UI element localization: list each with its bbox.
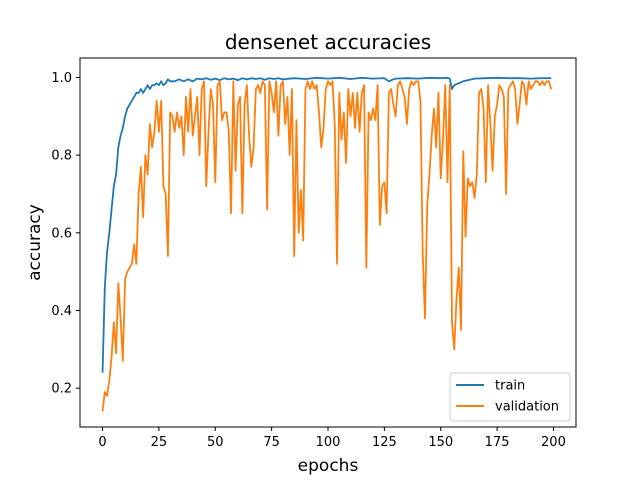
plot-area: [80, 58, 576, 427]
x-tick-label: 100: [316, 435, 341, 450]
y-tick-label: 0.2: [51, 382, 72, 397]
y-axis-ticks: 0.2 0.4 0.6 0.8 1.0: [51, 71, 80, 397]
x-tick-label: 150: [428, 435, 453, 450]
x-tick-label: 175: [485, 435, 510, 450]
chart-title: densenet accuracies: [225, 30, 431, 54]
legend-validation-label: validation: [495, 400, 559, 415]
x-tick-label: 125: [372, 435, 397, 450]
legend: train validation: [449, 372, 571, 422]
series-line-train: [101, 76, 552, 373]
x-axis-ticks: 0 25 50 75 100 125 150 175 200: [98, 427, 566, 450]
x-axis-label: epochs: [298, 456, 359, 476]
series-line-validation: [101, 80, 553, 412]
y-tick-label: 0.6: [51, 226, 72, 241]
x-tick-label: 0: [98, 435, 106, 450]
x-tick-label: 200: [541, 435, 566, 450]
x-tick-label: 50: [207, 435, 224, 450]
x-tick-label: 75: [263, 435, 280, 450]
y-tick-label: 1.0: [51, 71, 72, 86]
x-tick-label: 25: [151, 435, 168, 450]
y-axis-label: accuracy: [25, 204, 45, 281]
y-tick-label: 0.8: [51, 149, 72, 164]
y-tick-label: 0.4: [51, 304, 72, 319]
series-layer: [101, 76, 553, 412]
legend-train-label: train: [495, 379, 525, 394]
